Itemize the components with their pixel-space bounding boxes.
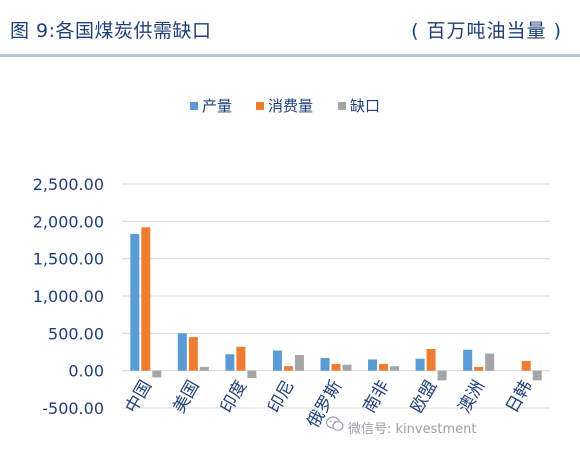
y-tick-label: 1,000.00 — [33, 287, 104, 306]
legend-swatch — [190, 102, 198, 110]
bar — [342, 364, 352, 371]
bar — [474, 366, 484, 371]
wechat-icon — [326, 416, 344, 431]
x-tick-label: 美国 — [169, 377, 203, 416]
y-tick-label: 2,000.00 — [33, 212, 104, 231]
unit-label: ( 百万吨油当量 ) — [411, 20, 562, 42]
y-tick-label: -500.00 — [42, 399, 104, 418]
x-tick-label: 欧盟 — [407, 377, 441, 416]
y-tick-label: 500.00 — [48, 324, 104, 343]
x-tick-label: 日韩 — [502, 377, 536, 416]
bar — [532, 370, 542, 381]
bar — [331, 363, 341, 371]
y-tick-label: 2,500.00 — [33, 175, 104, 194]
bar — [320, 357, 330, 371]
chart-title: 图 9:各国煤炭供需缺口 — [10, 20, 212, 42]
bar — [225, 354, 235, 371]
bar — [426, 349, 436, 371]
bar-chart: 产量 消费量 缺口 2,500.00 2,000.00 1,500.00 1,000.00 5… — [33, 97, 550, 431]
x-tick-label: 中国 — [122, 377, 156, 416]
bar — [199, 366, 209, 371]
bar — [415, 358, 425, 371]
legend-label: 产量 — [202, 97, 232, 115]
bar — [130, 234, 140, 371]
bar — [177, 333, 187, 371]
legend-swatch — [256, 102, 264, 110]
bar — [379, 363, 389, 371]
bar — [272, 350, 282, 371]
x-tick-label: 南非 — [360, 377, 394, 416]
x-tick-label: 印尼 — [264, 377, 298, 416]
legend-label: 缺口 — [350, 97, 380, 115]
bar — [141, 227, 151, 371]
bar — [152, 370, 162, 378]
bar — [236, 346, 246, 371]
bar — [485, 353, 495, 371]
bar — [247, 370, 257, 379]
watermark-text: 微信号: kinvestment — [348, 422, 477, 437]
x-tick-label: 印度 — [217, 377, 251, 416]
chart-header: 图 9:各国煤炭供需缺口 ( 百万吨油当量 ) — [0, 0, 580, 58]
bar — [521, 360, 531, 371]
bar — [294, 354, 304, 371]
legend-swatch — [338, 102, 346, 110]
bar — [283, 366, 293, 371]
bar — [463, 349, 473, 371]
y-tick-label: 0.00 — [68, 362, 104, 381]
bar — [390, 366, 400, 371]
header-divider — [0, 54, 580, 57]
bar — [368, 359, 378, 371]
x-tick-label: 澳洲 — [455, 377, 489, 416]
bar — [188, 337, 198, 371]
bar — [437, 370, 447, 381]
legend-label: 消费量 — [268, 97, 313, 115]
y-tick-label: 1,500.00 — [33, 250, 104, 269]
